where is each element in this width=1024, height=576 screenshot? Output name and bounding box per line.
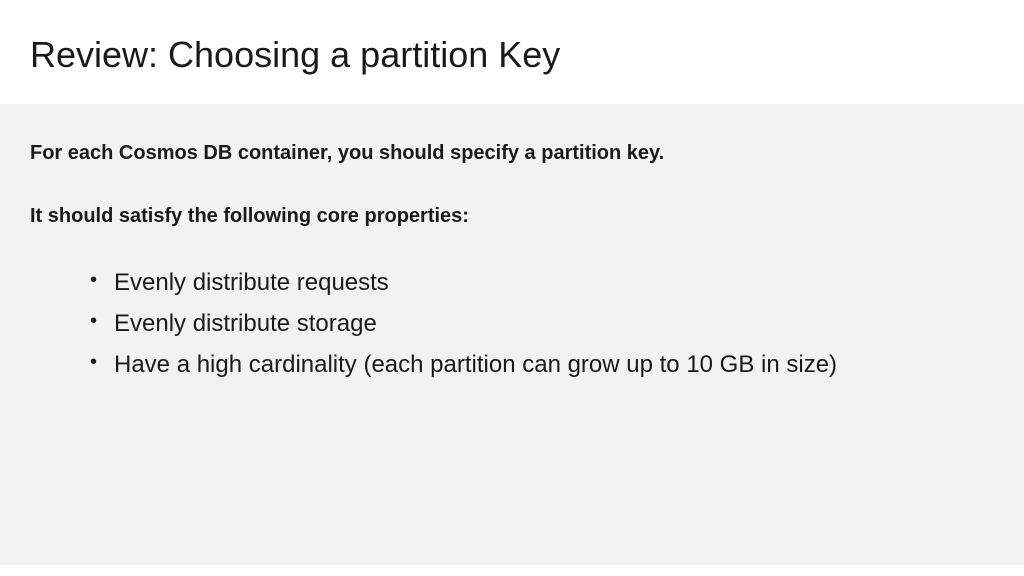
subhead-text: It should satisfy the following core pro… — [30, 205, 994, 228]
list-item: Have a high cardinality (each partition … — [90, 348, 994, 383]
slide-title: Review: Choosing a partition Key — [30, 34, 994, 76]
slide-header: Review: Choosing a partition Key — [0, 0, 1024, 104]
intro-text: For each Cosmos DB container, you should… — [30, 142, 994, 165]
slide-content: For each Cosmos DB container, you should… — [0, 104, 1024, 565]
list-item: Evenly distribute storage — [90, 307, 994, 342]
list-item: Evenly distribute requests — [90, 266, 994, 301]
bullet-list: Evenly distribute requests Evenly distri… — [30, 266, 994, 382]
